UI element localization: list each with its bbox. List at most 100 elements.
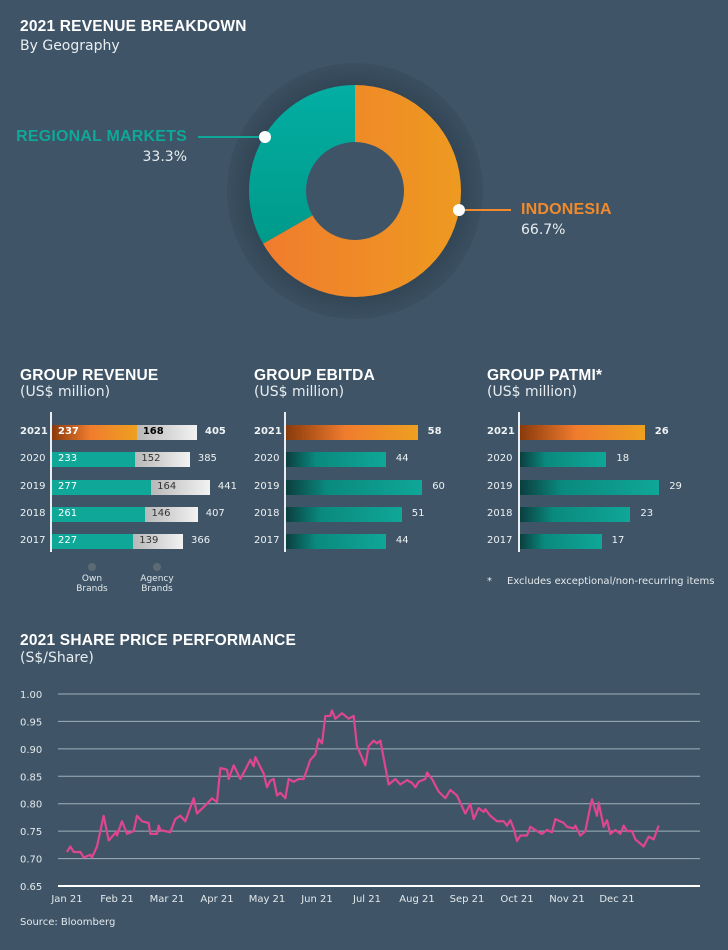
bar-value-agency-brands: 146 (151, 508, 171, 519)
share-price-subtitle: (S$/Share) (20, 650, 94, 666)
bar-total-label: 366 (191, 535, 211, 546)
source-note: Source: Bloomberg (20, 917, 116, 928)
year-label: 2018 (487, 508, 513, 519)
bar (520, 425, 645, 440)
bar-value-label: 58 (427, 426, 442, 437)
year-label: 2017 (487, 535, 513, 546)
x-tick-label: Dec 21 (599, 894, 634, 905)
year-label: 2018 (254, 508, 280, 519)
x-tick-label: Jul 21 (352, 894, 381, 905)
y-tick-label: 0.65 (20, 882, 42, 893)
bar-value-label: 44 (395, 535, 409, 546)
bar-agency-brands (136, 425, 197, 440)
patmi-footnote-mark: * (487, 576, 492, 587)
bar-agency-brands (145, 507, 198, 522)
bar-axis-line (284, 412, 286, 552)
indonesia-label: INDONESIA (521, 201, 612, 218)
regional-leader-dot (259, 131, 271, 143)
year-label: 2020 (254, 453, 280, 464)
share-price-chart: 1.00 0.95 0.90 0.85 0.80 0.75 0.70 0.65 Jan 21 Fe… (20, 690, 700, 905)
legend-own-brands: Own Brands (76, 574, 108, 594)
y-tick-label: 0.75 (20, 827, 42, 838)
group-patmi-title: GROUP PATMI* (487, 367, 603, 384)
revenue-breakdown-subtitle: By Geography (20, 38, 120, 54)
bar-value-label: 29 (669, 481, 682, 492)
bar-total-label: 441 (217, 481, 237, 492)
bar-value-agency-brands: 139 (139, 535, 159, 546)
bar (520, 534, 602, 549)
year-label: 2018 (20, 508, 46, 519)
year-label: 2020 (487, 453, 513, 464)
x-tick-label: Jun 21 (300, 894, 333, 905)
x-tick-label: Nov 21 (549, 894, 584, 905)
group-revenue-subtitle: (US$ million) (20, 384, 111, 400)
bar (286, 534, 386, 549)
bar-agency-brands (135, 452, 190, 467)
bar-agency-brands (133, 534, 184, 549)
bar (520, 452, 607, 467)
bar-value-own-brands: 227 (58, 535, 78, 546)
bar-axis-line (50, 412, 52, 552)
bar-value-label: 51 (411, 508, 425, 519)
year-label: 2020 (20, 453, 46, 464)
bar-value-own-brands: 233 (58, 453, 78, 464)
year-label: 2021 (20, 426, 48, 437)
x-tick-label: Oct 21 (500, 894, 533, 905)
own-brands-marker-icon (88, 563, 96, 571)
y-tick-label: 0.80 (20, 800, 42, 811)
y-tick-label: 0.70 (20, 855, 42, 866)
share-price-line (66, 709, 660, 859)
bar-total-label: 385 (197, 453, 217, 464)
x-tick-label: May 21 (249, 894, 286, 905)
patmi-footnote: Excludes exceptional/non-recurring items (507, 576, 715, 587)
share-price-title: 2021 SHARE PRICE PERFORMANCE (20, 632, 297, 649)
revenue-breakdown-title: 2021 REVENUE BREAKDOWN (20, 18, 247, 35)
bar-value-agency-brands: 168 (142, 426, 164, 437)
indonesia-leader-dot (453, 204, 465, 216)
regional-markets-value: 33.3% (142, 149, 187, 165)
group-ebitda-title: GROUP EBITDA (254, 367, 375, 384)
year-label: 2017 (254, 535, 280, 546)
group-revenue-title: GROUP REVENUE (20, 367, 159, 384)
bar-value-agency-brands: 152 (141, 453, 161, 464)
bar (286, 425, 418, 440)
year-label: 2019 (20, 481, 46, 492)
bar-own-brands (52, 480, 152, 495)
bar-own-brands (52, 507, 146, 522)
donut-chart (198, 63, 511, 319)
x-tick-label: Feb 21 (100, 894, 134, 905)
bar-value-label: 23 (640, 508, 654, 519)
bar-value-label: 17 (611, 535, 625, 546)
bar (520, 480, 660, 495)
group-ebitda-subtitle: (US$ million) (254, 384, 345, 400)
bar-own-brands (52, 425, 137, 440)
group-patmi-subtitle: (US$ million) (487, 384, 578, 400)
x-tick-label: Mar 21 (150, 894, 185, 905)
year-label: 2017 (20, 535, 46, 546)
y-tick-label: 0.85 (20, 772, 42, 783)
legend-agency-brands: Agency Brands (140, 574, 174, 594)
regional-markets-label: REGIONAL MARKETS (16, 128, 187, 145)
bar (286, 507, 402, 522)
bar-agency-brands (151, 480, 210, 495)
year-label: 2021 (487, 426, 515, 437)
bar-value-label: 26 (654, 426, 669, 437)
year-label: 2019 (487, 481, 513, 492)
bar-axis-line (518, 412, 520, 552)
bar-total-label: 407 (205, 508, 225, 519)
year-label: 2021 (254, 426, 282, 437)
bar-value-own-brands: 277 (58, 481, 78, 492)
bar (286, 480, 423, 495)
bar (286, 452, 386, 467)
x-tick-label: Aug 21 (399, 894, 434, 905)
y-tick-label: 0.90 (20, 745, 42, 756)
x-tick-label: Sep 21 (450, 894, 485, 905)
bar-value-label: 44 (395, 453, 409, 464)
y-tick-label: 0.95 (20, 717, 42, 728)
x-tick-label: Jan 21 (50, 894, 82, 905)
year-label: 2019 (254, 481, 280, 492)
bar-own-brands (52, 452, 136, 467)
indonesia-value: 66.7% (521, 222, 566, 238)
y-tick-label: 1.00 (20, 690, 42, 701)
bar-total-label: 405 (204, 426, 226, 437)
